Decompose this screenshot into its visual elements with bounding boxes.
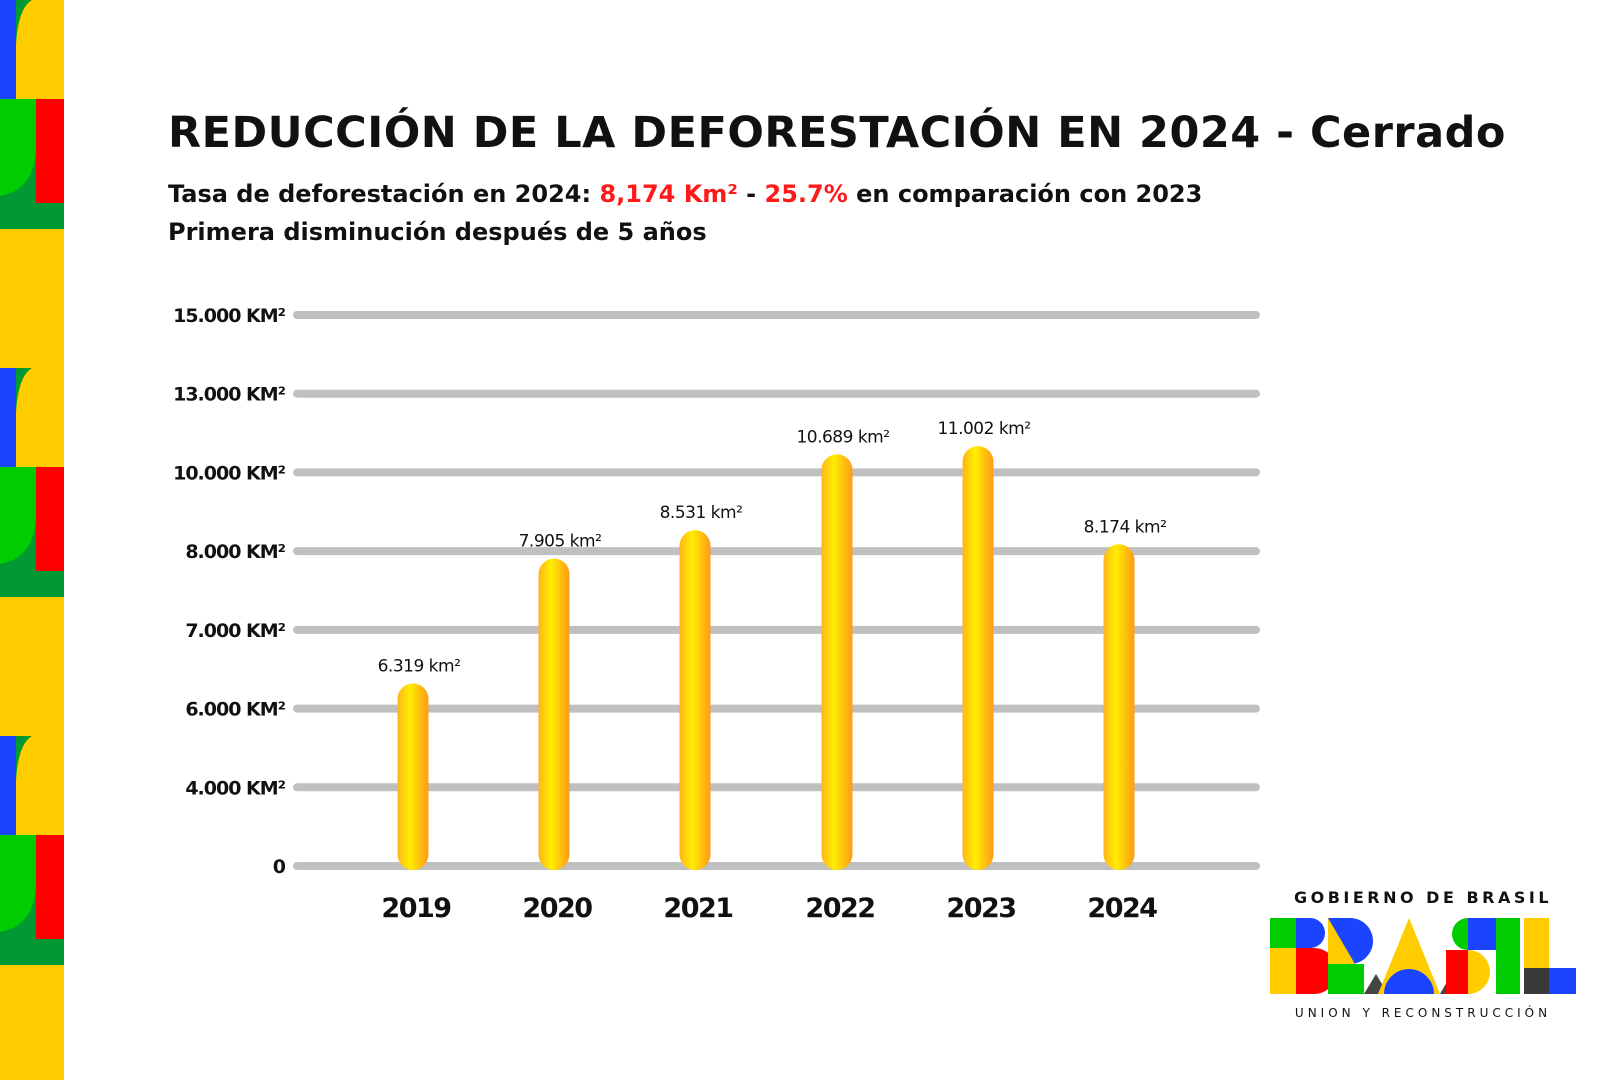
x-tick-label: 2019 — [381, 893, 451, 924]
y-tick-label: 6.000 KM² — [185, 699, 285, 721]
deforestation-rate-value: 8,174 Km² — [599, 180, 738, 208]
bar-2023 — [962, 446, 994, 870]
y-tick-label: 7.000 KM² — [185, 620, 285, 642]
reduction-percent: 25.7% — [764, 180, 848, 208]
decorative-side-strip — [0, 0, 64, 1080]
subtitle-separator: - — [737, 180, 765, 208]
y-tick-label: 0 — [273, 856, 286, 878]
subtitle-line-1: Tasa de deforestación en 2024: 8,174 Km²… — [168, 180, 1202, 208]
logo-bottom-text: UNION Y RECONSTRUCCIÓN — [1294, 1006, 1552, 1020]
data-label: 10.689 km² — [796, 427, 889, 447]
x-tick-label: 2022 — [805, 893, 874, 924]
x-tick-label: 2023 — [946, 893, 1015, 924]
logo-top-text: GOBIERNO DE BRASIL — [1293, 888, 1553, 907]
x-tick-label: 2020 — [522, 893, 592, 924]
data-label: 8.174 km² — [1084, 517, 1167, 537]
bar-2019 — [397, 683, 429, 870]
data-label: 8.531 km² — [660, 503, 743, 523]
gobierno-de-brasil-logo: GOBIERNO DE BRASIL UNION Y RECONSTRUCCIÓ… — [1268, 888, 1578, 1024]
x-tick-label: 2021 — [663, 893, 732, 924]
bar-2021 — [679, 530, 711, 870]
bar-2020 — [538, 558, 570, 870]
chart-title: REDUCCIÓN DE LA DEFORESTACIÓN EN 2024 - … — [168, 108, 1506, 158]
y-tick-label: 15.000 KM² — [173, 305, 286, 327]
subtitle-line-2: Primera disminución después de 5 años — [168, 218, 707, 246]
y-tick-label: 13.000 KM² — [173, 384, 286, 406]
brasil-logo-mark — [1270, 918, 1576, 994]
y-tick-label: 4.000 KM² — [185, 777, 285, 799]
subtitle-prefix: Tasa de deforestación en 2024: — [168, 180, 600, 208]
y-tick-label: 10.000 KM² — [173, 462, 286, 484]
bar-2022 — [821, 454, 853, 870]
data-label: 11.002 km² — [937, 419, 1030, 439]
subtitle-suffix: en comparación con 2023 — [847, 180, 1203, 208]
y-tick-label: 8.000 KM² — [185, 541, 285, 563]
data-label: 6.319 km² — [378, 656, 461, 676]
bar-2024 — [1103, 544, 1135, 870]
x-tick-label: 2024 — [1087, 893, 1157, 924]
data-label: 7.905 km² — [519, 532, 602, 552]
